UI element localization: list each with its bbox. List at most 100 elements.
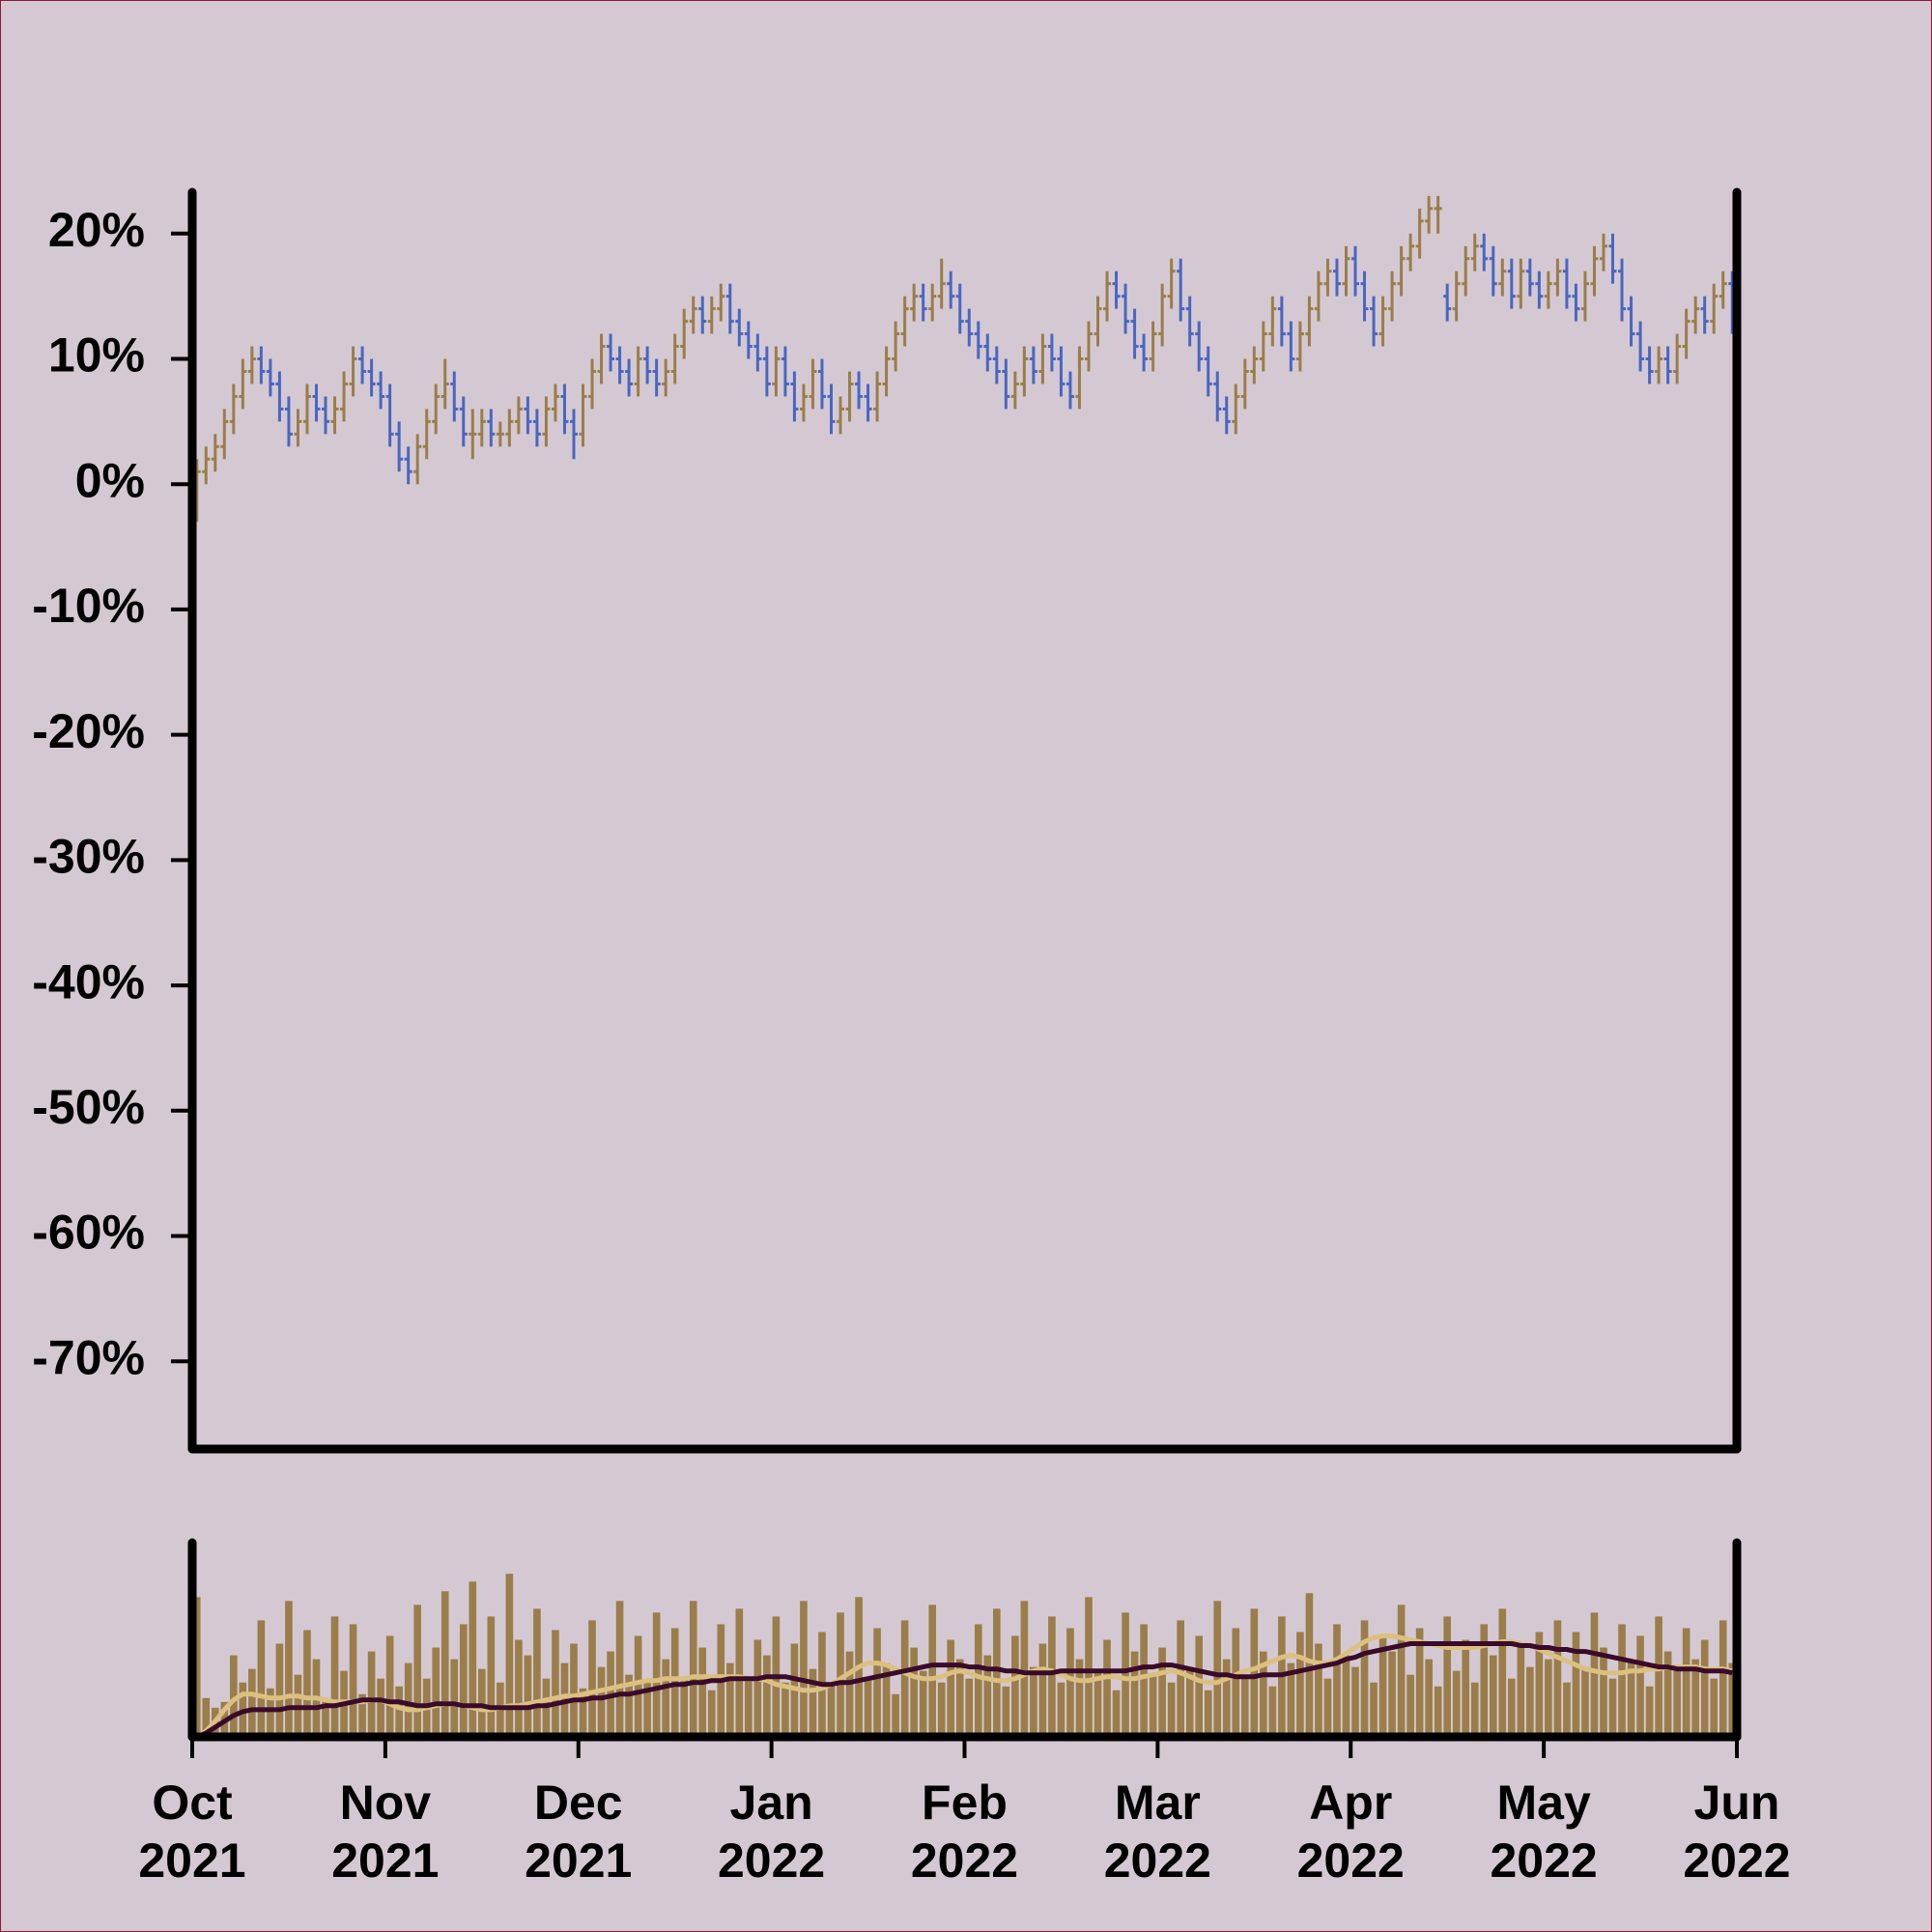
volume-bar bbox=[1618, 1624, 1626, 1737]
volume-bar bbox=[892, 1693, 899, 1737]
volume-bar bbox=[1296, 1632, 1304, 1737]
volume-bar bbox=[1645, 1686, 1654, 1737]
x-tick-label: Dec 2021 bbox=[525, 1776, 633, 1888]
volume-bar bbox=[478, 1668, 486, 1737]
y-tick-label: 0% bbox=[75, 453, 145, 507]
volume-bar bbox=[1213, 1601, 1222, 1737]
volume-bar bbox=[588, 1620, 596, 1737]
volume-bar bbox=[725, 1662, 734, 1737]
volume-bar bbox=[459, 1624, 468, 1737]
volume-bar bbox=[275, 1643, 284, 1737]
volume-bar bbox=[367, 1651, 376, 1737]
volume-bar bbox=[965, 1678, 974, 1737]
volume-bar bbox=[643, 1682, 651, 1737]
volume-bar bbox=[753, 1639, 762, 1737]
y-tick-label: -70% bbox=[32, 1330, 145, 1384]
volume-bar bbox=[1719, 1620, 1727, 1737]
volume-bar bbox=[1075, 1659, 1084, 1737]
volume-bar bbox=[1682, 1628, 1690, 1737]
volume-bar bbox=[615, 1601, 624, 1737]
volume-bar bbox=[1581, 1666, 1589, 1737]
volume-bar bbox=[1020, 1601, 1029, 1737]
volume-bar bbox=[662, 1659, 669, 1737]
volume-bar bbox=[385, 1635, 394, 1737]
volume-bar bbox=[735, 1608, 744, 1737]
y-tick-label: -30% bbox=[32, 830, 145, 884]
volume-bar bbox=[1655, 1616, 1662, 1737]
volume-bar bbox=[1590, 1612, 1599, 1737]
volume-bar bbox=[1425, 1659, 1433, 1737]
volume-bar bbox=[763, 1655, 771, 1737]
volume-bar bbox=[1038, 1643, 1047, 1737]
volume-bar bbox=[1535, 1632, 1544, 1737]
x-tick-label: Mar 2022 bbox=[1103, 1776, 1211, 1888]
volume-bar bbox=[377, 1678, 384, 1737]
moving-average bbox=[195, 1641, 1733, 1740]
volume-bar bbox=[1149, 1674, 1157, 1737]
volume-bar bbox=[1728, 1662, 1737, 1737]
x-tick-label: Oct 2021 bbox=[138, 1776, 246, 1888]
volume-bar bbox=[1673, 1670, 1681, 1737]
volume-bar bbox=[469, 1581, 477, 1737]
volume-bar bbox=[1305, 1593, 1314, 1737]
volume-bar bbox=[1140, 1624, 1148, 1737]
volume-bar bbox=[625, 1674, 633, 1737]
volume-bar bbox=[1434, 1686, 1442, 1737]
volume-bar bbox=[202, 1697, 211, 1737]
volume-bar bbox=[1378, 1635, 1387, 1737]
volume-bar bbox=[1250, 1608, 1259, 1737]
volume-bar bbox=[900, 1620, 909, 1737]
volume-bar bbox=[800, 1601, 808, 1737]
volume-bar bbox=[1011, 1635, 1019, 1737]
volume-bar bbox=[1498, 1608, 1507, 1737]
volume-bar bbox=[1333, 1624, 1341, 1737]
volume-bar bbox=[1553, 1620, 1562, 1737]
volume-bar bbox=[634, 1635, 642, 1737]
y-tick-label: -10% bbox=[32, 579, 145, 633]
volume-bar bbox=[955, 1659, 964, 1737]
volume-bar bbox=[1122, 1612, 1129, 1737]
volume-bar bbox=[1608, 1678, 1617, 1737]
volume-bar bbox=[1085, 1597, 1093, 1737]
x-tick-label: Feb 2022 bbox=[910, 1776, 1019, 1888]
x-tick-label: Jan 2022 bbox=[718, 1776, 826, 1888]
volume-bar bbox=[1094, 1670, 1102, 1737]
volume-bar bbox=[1112, 1690, 1121, 1737]
volume-bar bbox=[1545, 1659, 1552, 1737]
volume-bar bbox=[440, 1591, 449, 1737]
volume-bar bbox=[579, 1688, 587, 1737]
volume-bar bbox=[993, 1608, 1001, 1737]
volume-bar bbox=[689, 1601, 697, 1737]
volume-bar bbox=[1517, 1643, 1525, 1737]
volume-bar bbox=[505, 1574, 514, 1737]
volume-bar bbox=[1158, 1647, 1166, 1737]
volume-bar bbox=[1508, 1678, 1516, 1737]
volume-bar bbox=[1315, 1643, 1322, 1737]
volume-bar bbox=[1526, 1666, 1534, 1737]
volume-bar bbox=[533, 1608, 541, 1737]
volume-bar bbox=[910, 1647, 918, 1737]
volume-bar bbox=[1462, 1639, 1470, 1737]
y-tick-label: -50% bbox=[32, 1080, 145, 1134]
x-tick-label: Nov 2021 bbox=[331, 1776, 440, 1888]
volume-bar bbox=[983, 1655, 992, 1737]
volume-bar bbox=[358, 1693, 366, 1737]
volume-bar bbox=[937, 1682, 946, 1737]
volume-bar bbox=[515, 1639, 523, 1737]
volume-bar bbox=[1452, 1670, 1461, 1737]
volume-bar bbox=[487, 1616, 496, 1737]
volume-bar bbox=[947, 1639, 955, 1737]
volume-bar bbox=[1195, 1635, 1204, 1737]
volume-bar bbox=[330, 1616, 339, 1737]
x-tick-label: Jun 2022 bbox=[1683, 1776, 1791, 1888]
volume-bar bbox=[1406, 1674, 1414, 1737]
volume-bar bbox=[1470, 1682, 1479, 1737]
volume-bar bbox=[827, 1686, 836, 1737]
volume-bar bbox=[395, 1686, 403, 1737]
volume-bar bbox=[322, 1701, 329, 1737]
volume-bar bbox=[230, 1655, 238, 1737]
volume-bar bbox=[1177, 1620, 1184, 1737]
volume-bar bbox=[1360, 1620, 1369, 1737]
volume-bar bbox=[1691, 1659, 1699, 1737]
